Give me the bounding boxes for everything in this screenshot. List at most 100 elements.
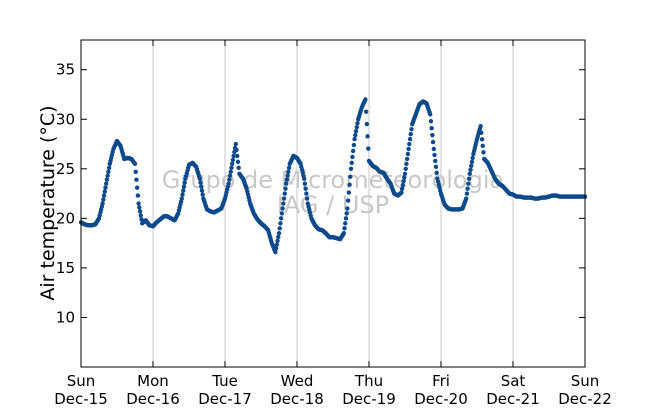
data-point <box>279 211 285 216</box>
x-tick-day-label: Sun <box>67 372 96 390</box>
data-point <box>226 181 231 186</box>
data-point <box>350 154 355 160</box>
data-point <box>404 161 409 167</box>
data-point <box>132 161 138 167</box>
data-point <box>276 234 281 240</box>
data-point <box>348 166 354 172</box>
watermark-line-1: Grupo de Micrometeorologia <box>162 166 504 194</box>
data-point <box>468 167 473 173</box>
data-point <box>469 163 474 169</box>
data-point <box>277 226 282 231</box>
data-point <box>104 181 109 186</box>
data-point <box>302 181 308 186</box>
data-point <box>304 191 309 196</box>
data-point <box>181 188 186 193</box>
data-point <box>101 193 107 198</box>
data-point <box>138 213 143 218</box>
data-point <box>466 181 471 186</box>
data-point <box>353 128 359 134</box>
data-point <box>352 136 357 142</box>
data-point <box>343 221 348 226</box>
data-point <box>428 112 433 117</box>
data-point <box>365 134 370 139</box>
data-point <box>429 125 434 131</box>
data-point <box>181 184 187 189</box>
data-point <box>137 205 142 210</box>
grid-lines <box>152 40 514 367</box>
data-point <box>281 201 286 206</box>
y-tick-label: 30 <box>56 110 75 128</box>
data-point <box>433 164 439 170</box>
data-point <box>179 196 184 201</box>
y-tick-label: 15 <box>56 259 75 277</box>
data-point <box>285 173 290 178</box>
data-point <box>349 160 354 166</box>
data-point <box>134 185 140 190</box>
y-tick-label: 10 <box>56 308 75 326</box>
data-point <box>347 182 352 187</box>
data-point <box>182 180 187 185</box>
data-point <box>227 173 233 178</box>
data-point <box>434 170 439 175</box>
data-point <box>478 124 483 129</box>
watermark-line-2: IAG / USP <box>277 191 389 219</box>
x-tick-day-label: Tue <box>211 372 238 390</box>
watermark: Grupo de Micrometeorologia IAG / USP <box>162 166 504 219</box>
data-point <box>479 130 484 135</box>
x-tick-date-label: Dec-21 <box>486 390 540 408</box>
data-point <box>464 196 469 201</box>
data-point <box>348 174 353 179</box>
data-point <box>464 191 470 196</box>
data-point <box>233 141 238 147</box>
data-point <box>431 146 436 152</box>
data-point <box>230 157 236 163</box>
data-point <box>406 146 411 152</box>
data-point <box>402 175 407 180</box>
data-point <box>402 171 408 176</box>
data-point <box>273 246 279 251</box>
data-point <box>284 177 290 182</box>
data-point <box>363 97 368 102</box>
data-point <box>101 197 106 202</box>
data-point <box>278 216 284 221</box>
data-point <box>403 166 408 172</box>
data-point <box>355 121 360 126</box>
x-tick-day-label: Sun <box>571 372 600 390</box>
plot-frame <box>80 39 586 368</box>
y-tick-label: 25 <box>56 160 75 178</box>
y-tick-label: 20 <box>56 209 75 227</box>
data-point <box>346 190 352 195</box>
data-point <box>351 142 357 148</box>
data-point <box>106 169 111 174</box>
data-point <box>354 125 359 130</box>
data-point <box>407 136 413 142</box>
data-point <box>228 169 233 174</box>
y-axis-label: Air temperature (°C) <box>37 105 59 300</box>
x-tick-date-label: Dec-18 <box>270 390 324 408</box>
data-point <box>281 196 287 201</box>
data-point <box>353 132 358 138</box>
data-point <box>197 176 202 181</box>
x-tick-date-label: Dec-17 <box>198 390 252 408</box>
data-point <box>137 209 143 214</box>
data-point <box>469 159 475 165</box>
data-point <box>235 153 240 159</box>
data-point <box>135 193 141 198</box>
data-point <box>280 206 285 211</box>
data-point <box>106 165 112 171</box>
data-point <box>430 132 435 138</box>
x-tick-day-label: Wed <box>281 372 314 390</box>
data-point <box>180 192 185 197</box>
x-tick-date-label: Dec-16 <box>126 390 180 408</box>
data-point <box>200 192 205 197</box>
data-point <box>400 182 406 188</box>
data-point <box>479 137 485 142</box>
x-tick-date-label: Dec-19 <box>342 390 396 408</box>
data-point <box>282 191 287 196</box>
data-point <box>404 156 410 162</box>
data-point <box>401 179 406 184</box>
data-point <box>408 131 413 137</box>
data-point <box>345 198 351 203</box>
x-tick-date-label: Dec-22 <box>558 390 612 408</box>
